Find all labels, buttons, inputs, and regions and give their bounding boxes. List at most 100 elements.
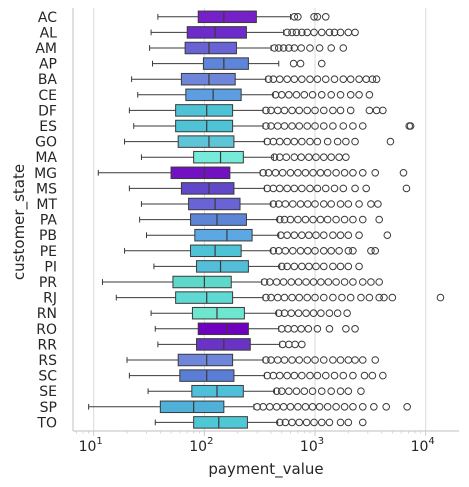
outlier-point <box>290 371 299 380</box>
outlier-point <box>317 59 326 68</box>
outlier-point <box>358 215 367 224</box>
outlier-point <box>329 293 337 302</box>
outlier-point <box>386 137 395 146</box>
outlier-point <box>368 371 377 380</box>
outlier-point <box>294 309 303 318</box>
outlier-point <box>319 106 328 115</box>
outlier-point <box>278 169 287 177</box>
outlier-point <box>263 371 272 380</box>
box-PA <box>139 213 383 226</box>
outlier-point <box>282 153 291 161</box>
outlier-point <box>357 387 365 396</box>
outlier-point <box>270 153 279 161</box>
outlier-point <box>295 293 304 302</box>
outlier-point <box>295 418 304 427</box>
outlier-point <box>367 278 375 286</box>
outlier-point <box>283 371 291 380</box>
y-tick-label: GO <box>35 135 57 151</box>
outlier-point <box>304 325 313 333</box>
outlier-point <box>300 91 309 99</box>
outlier-point <box>275 75 284 83</box>
outlier-point <box>306 44 314 52</box>
outlier-point <box>325 28 334 37</box>
box-DF <box>128 104 387 117</box>
box-body <box>190 244 242 258</box>
x-axis-label: payment_value <box>208 460 323 479</box>
y-tick-label: AM <box>35 41 57 57</box>
outlier-point <box>344 231 353 239</box>
outlier-point <box>277 387 286 396</box>
outlier-point <box>365 91 374 99</box>
outlier-point <box>327 91 335 99</box>
outlier-point <box>290 137 299 146</box>
outlier-point <box>323 403 332 411</box>
outlier-point <box>309 278 318 286</box>
box-MG <box>97 166 408 180</box>
outlier-point <box>310 28 318 37</box>
outlier-point <box>283 75 291 83</box>
box-layer <box>88 10 445 429</box>
outlier-point <box>297 44 306 52</box>
outlier-point <box>288 122 296 130</box>
outlier-point <box>309 309 318 318</box>
box-body <box>175 291 234 304</box>
outlier-point <box>317 309 325 318</box>
y-tick-label: BA <box>38 72 58 88</box>
outlier-point <box>344 200 353 208</box>
outlier-point <box>291 340 299 349</box>
outlier-point <box>355 75 363 83</box>
outlier-point <box>319 122 328 130</box>
outlier-point <box>382 403 391 411</box>
box-body <box>172 275 232 289</box>
y-axis-label: customer_state <box>10 164 29 280</box>
outlier-point <box>302 309 310 318</box>
outlier-point <box>402 184 411 193</box>
outlier-point <box>406 122 415 130</box>
outlier-point <box>294 278 303 286</box>
outlier-point <box>344 356 353 364</box>
outlier-point <box>358 278 367 286</box>
outlier-point <box>321 12 330 21</box>
outlier-point <box>313 12 322 21</box>
outlier-point <box>327 153 335 161</box>
box-body <box>177 353 234 367</box>
x-tick-label: 102 <box>189 436 213 455</box>
outlier-point <box>327 200 335 208</box>
outlier-point <box>344 28 353 37</box>
outlier-point <box>311 356 319 364</box>
outlier-point <box>279 278 288 286</box>
outlier-point <box>388 293 397 302</box>
outlier-point <box>317 278 325 286</box>
outlier-point <box>262 293 270 302</box>
axis-layer: 101 102 103 104 ACALAMAPBACEDFESGOMAMGMSMTPA… <box>34 8 459 455</box>
outlier-point <box>303 293 312 302</box>
outlier-point <box>383 231 392 239</box>
outlier-point <box>379 106 387 115</box>
y-tick-label: RS <box>38 353 57 369</box>
outlier-point <box>277 262 286 271</box>
outlier-point <box>281 247 290 255</box>
y-tick-label: MA <box>35 150 57 166</box>
outlier-point <box>298 262 306 271</box>
outlier-point <box>368 75 377 83</box>
outlier-point <box>272 278 281 286</box>
box-PB <box>146 228 392 242</box>
outlier-point <box>319 356 328 364</box>
box-body <box>202 57 249 70</box>
box-AL <box>150 26 359 39</box>
outlier-point <box>362 184 370 193</box>
outlier-point <box>351 325 359 333</box>
outlier-point <box>259 169 267 177</box>
y-tick-label: PE <box>40 244 57 260</box>
outlier-point <box>344 418 353 427</box>
outlier-point <box>362 75 370 83</box>
box-TO <box>154 416 367 429</box>
outlier-point <box>275 418 284 427</box>
outlier-point <box>289 59 298 68</box>
box-RR <box>157 338 306 351</box>
outlier-point <box>280 106 289 115</box>
outlier-point <box>370 403 378 411</box>
y-tick-label: PA <box>40 213 58 229</box>
outlier-point <box>294 403 302 411</box>
box-body <box>170 166 231 180</box>
